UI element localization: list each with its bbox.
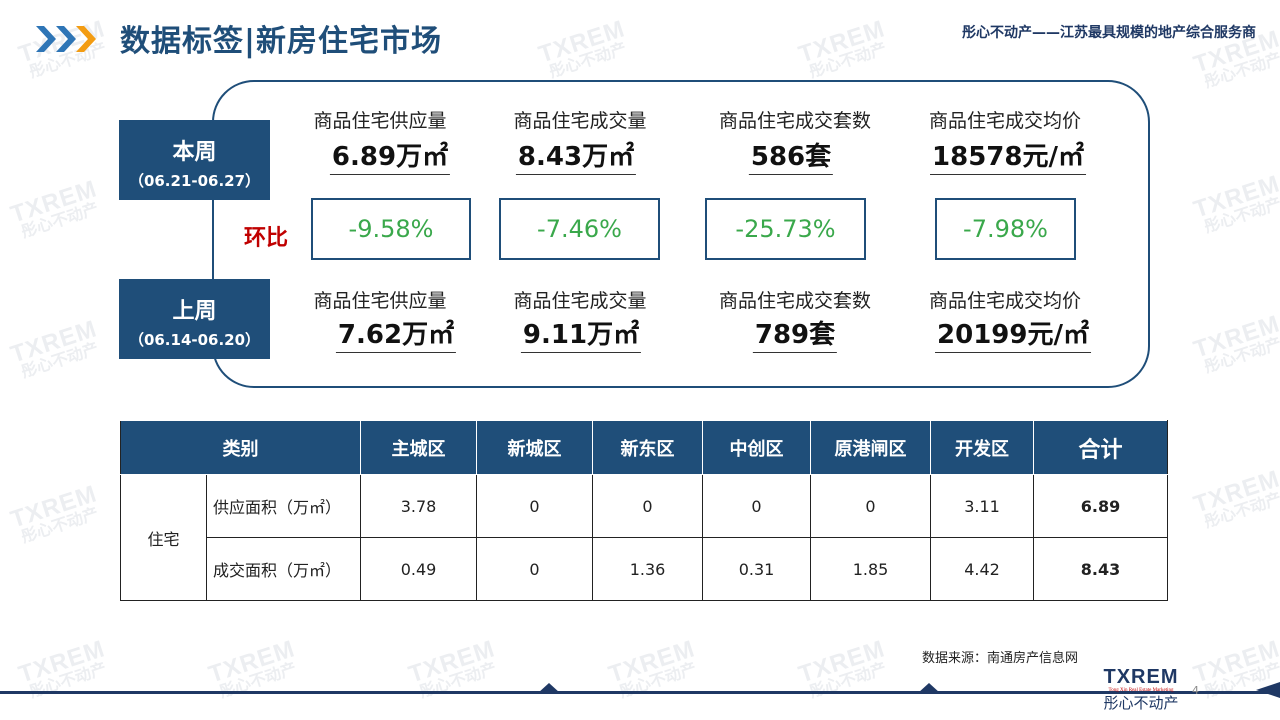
header-total: 合计 (1033, 420, 1168, 475)
this-week-dates: （06.21-06.27） (128, 172, 261, 190)
header-main-city: 主城区 (360, 420, 477, 475)
table-cell: 0.31 (702, 537, 811, 601)
header-zhongchuang: 中创区 (702, 420, 811, 475)
page-title: 数据标签|新房住宅市场 (120, 24, 442, 59)
logo-brand: TXREM (1103, 666, 1179, 688)
watermark: TXREM 彤心不动产 (7, 315, 101, 382)
data-source: 数据来源：南通房产信息网 (922, 651, 1079, 666)
this-week-deal-value: 8.43万㎡ (515, 142, 637, 175)
this-week-box: 本周 （06.21-06.27） (119, 120, 270, 200)
total-cell: 6.89 (1033, 474, 1168, 538)
header-development: 开发区 (930, 420, 1034, 475)
table-header-row: 类别 主城区 新城区 新东区 中创区 原港闸区 开发区 合计 (120, 420, 1168, 475)
footer-divider (0, 691, 1280, 694)
watermark: TXREM 彤心不动产 (7, 480, 101, 547)
table-cell: 1.36 (592, 537, 703, 601)
category-cell: 住宅 (120, 474, 207, 601)
deal-change-box: -7.46% (499, 198, 660, 260)
watermark: TXREM 彤心不动产 (7, 175, 101, 242)
units-change-box: -25.73% (705, 198, 866, 260)
this-week-supply-label: 商品住宅供应量 (313, 110, 447, 132)
last-week-units-label: 商品住宅成交套数 (718, 290, 872, 312)
table-cell: 0 (592, 474, 703, 538)
table-cell: 1.85 (810, 537, 931, 601)
chevrons-icon (36, 26, 96, 52)
table-row: 成交面积（万㎡） 0.49 0 1.36 0.31 1.85 4.42 8.43 (121, 537, 1168, 601)
table-cell: 4.42 (930, 537, 1034, 601)
table-cell: 0 (476, 474, 593, 538)
supply-change-box: -9.58% (311, 198, 471, 260)
this-week-deal-label: 商品住宅成交量 (513, 110, 647, 132)
header-new-east: 新东区 (592, 420, 703, 475)
price-change-box: -7.98% (935, 198, 1076, 260)
last-week-deal-label: 商品住宅成交量 (513, 290, 647, 312)
header-category: 类别 (120, 420, 361, 475)
logo-name: 彤心不动产 (1103, 694, 1179, 712)
page-number: 4 (1192, 684, 1199, 697)
table-cell: 0 (702, 474, 811, 538)
last-week-dates: （06.14-06.20） (128, 331, 261, 349)
district-table: 类别 主城区 新城区 新东区 中创区 原港闸区 开发区 合计 住宅 供应面积（万… (120, 420, 1168, 601)
last-week-label: 上周 (172, 299, 217, 324)
last-week-price-value: 20199元/㎡ (935, 320, 1091, 353)
this-week-price-label: 商品住宅成交均价 (928, 110, 1082, 132)
company-tagline: 彤心不动产——江苏最具规模的地产综合服务商 (962, 25, 1256, 41)
watermark: TXREM 彤心不动产 (535, 15, 629, 82)
metrics-frame (212, 80, 1150, 388)
row-label: 成交面积（万㎡） (206, 537, 361, 601)
triangle-icon (538, 683, 560, 693)
corner-triangle-icon (1256, 682, 1280, 698)
logo-subtitle: Tong Xin Real Estate Marketing (1108, 688, 1174, 693)
last-week-box: 上周 （06.14-06.20） (119, 279, 270, 359)
last-week-units-value: 789套 (752, 320, 838, 353)
last-week-deal-value: 9.11万㎡ (520, 320, 642, 353)
table-cell: 3.11 (930, 474, 1034, 538)
this-week-label: 本周 (172, 140, 217, 165)
this-week-price-value: 18578元/㎡ (930, 142, 1086, 175)
triangle-icon (918, 683, 940, 693)
last-week-price-label: 商品住宅成交均价 (928, 290, 1082, 312)
table-row: 住宅 供应面积（万㎡） 3.78 0 0 0 0 3.11 6.89 (120, 474, 1168, 601)
company-logo: TXREM Tong Xin Real Estate Marketing 彤心不… (1096, 667, 1186, 712)
header-gangzha: 原港闸区 (810, 420, 931, 475)
total-cell: 8.43 (1033, 537, 1168, 601)
last-week-supply-label: 商品住宅供应量 (313, 290, 447, 312)
row-label: 供应面积（万㎡） (206, 474, 361, 538)
table-cell: 0.49 (360, 537, 477, 601)
watermark: TXREM 彤心不动产 (1190, 310, 1280, 377)
this-week-supply-value: 6.89万㎡ (329, 142, 451, 175)
header-new-city: 新城区 (476, 420, 593, 475)
watermark: TXREM 彤心不动产 (1190, 465, 1280, 532)
watermark: TXREM 彤心不动产 (1190, 170, 1280, 237)
last-week-supply-value: 7.62万㎡ (335, 320, 457, 353)
table-cell: 0 (476, 537, 593, 601)
change-label: 环比 (244, 226, 289, 251)
watermark: TXREM 彤心不动产 (795, 15, 889, 82)
this-week-units-label: 商品住宅成交套数 (718, 110, 872, 132)
this-week-units-value: 586套 (748, 142, 834, 175)
table-cell: 0 (810, 474, 931, 538)
table-cell: 3.78 (360, 474, 477, 538)
